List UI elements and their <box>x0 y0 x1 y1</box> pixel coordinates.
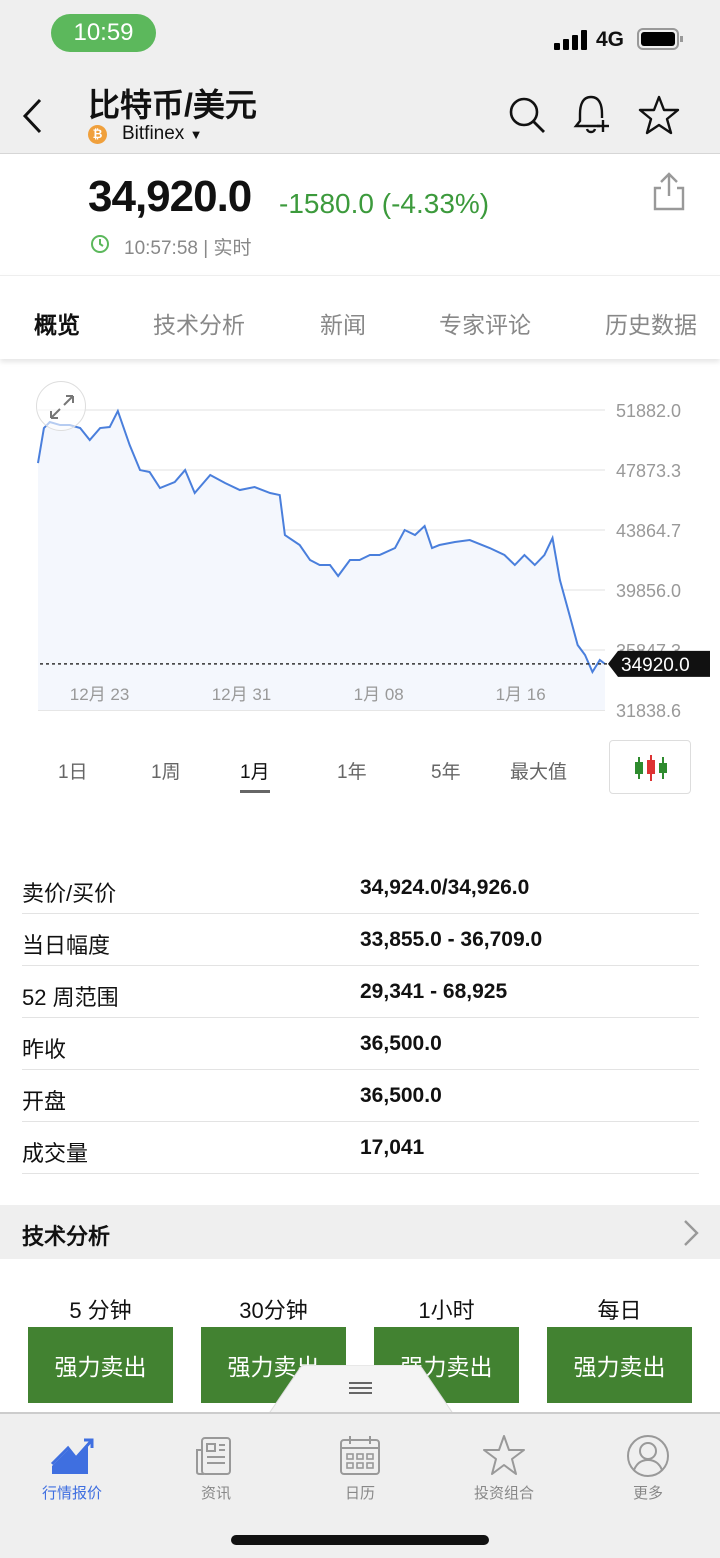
star-icon <box>483 1435 525 1475</box>
y-tick-label: 43864.7 <box>616 521 681 541</box>
chart-trend-icon <box>50 1438 94 1474</box>
stat-row: 当日幅度 33,855.0 - 36,709.0 <box>22 914 699 966</box>
section-tabs: 概览 技术分析 新闻 专家评论 历史数据 <box>0 275 720 359</box>
bitcoin-icon: ₿ <box>88 125 107 144</box>
stat-value: 33,855.0 - 36,709.0 <box>360 928 543 951</box>
stat-value: 29,341 - 68,925 <box>360 980 508 1003</box>
stat-value: 36,500.0 <box>360 1084 442 1107</box>
stat-label: 开盘 <box>22 1089 67 1114</box>
candlestick-toggle-button[interactable] <box>609 740 691 794</box>
stat-row: 成交量 17,041 <box>22 1122 699 1174</box>
home-indicator <box>231 1535 489 1545</box>
timeframe-label: 30分钟 <box>239 1298 308 1323</box>
stat-label: 当日幅度 <box>22 933 111 958</box>
stat-value: 34,924.0/34,926.0 <box>360 876 530 899</box>
signal-button[interactable]: 强力卖出 <box>28 1327 173 1403</box>
price-chart[interactable]: 51882.047873.343864.739856.035847.331838… <box>0 360 720 730</box>
range-selector: 1日 1周 1月 1年 5年 最大值 <box>0 740 720 795</box>
stat-label: 卖价/买价 <box>22 881 117 906</box>
technical-analysis-header[interactable]: 技术分析 <box>0 1205 720 1259</box>
stat-value: 36,500.0 <box>360 1032 442 1055</box>
page-title: 比特币/美元 <box>88 87 257 123</box>
header: 比特币/美元 ₿ Bitfinex ▼ <box>0 70 720 154</box>
nav-label: 行情报价 <box>41 1485 102 1502</box>
y-tick-label: 51882.0 <box>616 401 681 421</box>
user-icon <box>627 1435 669 1477</box>
search-icon[interactable] <box>507 95 547 135</box>
range-1m[interactable]: 1月 <box>240 757 270 793</box>
battery-icon <box>637 28 683 50</box>
network-label: 4G <box>596 28 625 51</box>
stat-label: 成交量 <box>22 1141 89 1166</box>
exchange-selector[interactable]: Bitfinex ▼ <box>122 123 202 145</box>
y-tick-label: 31838.6 <box>616 701 681 721</box>
favorite-star-icon[interactable] <box>638 95 680 135</box>
status-time: 10:59 <box>51 14 156 52</box>
drawer-handle[interactable] <box>268 1365 454 1415</box>
chevron-right-icon <box>684 1220 699 1246</box>
nav-more[interactable]: 更多 <box>576 1434 720 1503</box>
stat-label: 52 周范围 <box>22 985 119 1010</box>
range-1y[interactable]: 1年 <box>337 762 367 783</box>
timeframe-label: 5 分钟 <box>69 1298 132 1323</box>
current-price-tag <box>608 650 710 677</box>
tab-news[interactable]: 新闻 <box>320 312 366 338</box>
tab-analysis[interactable]: 专家评论 <box>439 312 531 338</box>
x-tick-label: 12月 23 <box>70 685 130 704</box>
nav-portfolio[interactable]: 投资组合 <box>432 1434 576 1503</box>
timeframe-label: 1小时 <box>418 1298 475 1323</box>
nav-news[interactable]: 资讯 <box>144 1434 288 1503</box>
bell-plus-icon[interactable] <box>572 94 612 136</box>
status-bar: 10:59 4G <box>0 0 720 70</box>
range-1w[interactable]: 1周 <box>151 762 181 783</box>
nav-quotes[interactable]: 行情报价 <box>0 1434 144 1503</box>
x-tick-label: 12月 31 <box>212 685 272 704</box>
signal-button[interactable]: 强力卖出 <box>547 1327 692 1403</box>
range-max[interactable]: 最大值 <box>510 762 568 783</box>
menu-icon <box>349 1382 372 1394</box>
stat-value: 17,041 <box>360 1136 425 1159</box>
x-tick-label: 1月 16 <box>496 685 546 704</box>
bottom-nav: 行情报价 资讯 日历 投资组合 更多 <box>0 1412 720 1558</box>
tab-overview[interactable]: 概览 <box>34 312 80 338</box>
newspaper-icon <box>196 1437 231 1475</box>
range-1d[interactable]: 1日 <box>58 762 88 783</box>
stat-row: 卖价/买价 34,924.0/34,926.0 <box>22 862 699 914</box>
caret-down-icon: ▼ <box>189 127 203 142</box>
expand-chart-button[interactable] <box>36 381 86 431</box>
candlestick-icon <box>635 755 667 781</box>
nav-label: 资讯 <box>200 1485 231 1502</box>
stat-row: 开盘 36,500.0 <box>22 1070 699 1122</box>
stat-row: 昨收 36,500.0 <box>22 1018 699 1070</box>
current-price-label: 34920.0 <box>621 655 690 676</box>
exchange-label: Bitfinex <box>122 123 185 144</box>
timeframe-label: 每日 <box>597 1298 642 1323</box>
range-5y[interactable]: 5年 <box>431 762 461 783</box>
nav-label: 日历 <box>344 1485 375 1502</box>
back-button[interactable] <box>20 96 46 136</box>
y-tick-label: 47873.3 <box>616 461 681 481</box>
section-title: 技术分析 <box>22 1224 111 1249</box>
last-price: 34,920.0 <box>88 172 252 221</box>
quote-timestamp: 10:57:58 | 实时 <box>124 238 252 259</box>
nav-label: 更多 <box>632 1485 663 1502</box>
y-tick-label: 39856.0 <box>616 581 681 601</box>
tab-technical[interactable]: 技术分析 <box>153 312 245 338</box>
nav-calendar[interactable]: 日历 <box>288 1434 432 1503</box>
signal-icon <box>554 30 587 50</box>
nav-label: 投资组合 <box>473 1485 534 1502</box>
tab-history[interactable]: 历史数据 <box>605 312 697 338</box>
price-change: -1580.0 (-4.33%) <box>279 188 490 219</box>
expand-icon <box>50 395 74 419</box>
clock-icon <box>91 235 109 253</box>
stat-label: 昨收 <box>22 1037 67 1062</box>
area-fill <box>38 411 605 710</box>
stat-row: 52 周范围 29,341 - 68,925 <box>22 966 699 1018</box>
share-icon[interactable] <box>652 172 686 212</box>
x-tick-label: 1月 08 <box>354 685 404 704</box>
calendar-icon <box>340 1436 380 1475</box>
